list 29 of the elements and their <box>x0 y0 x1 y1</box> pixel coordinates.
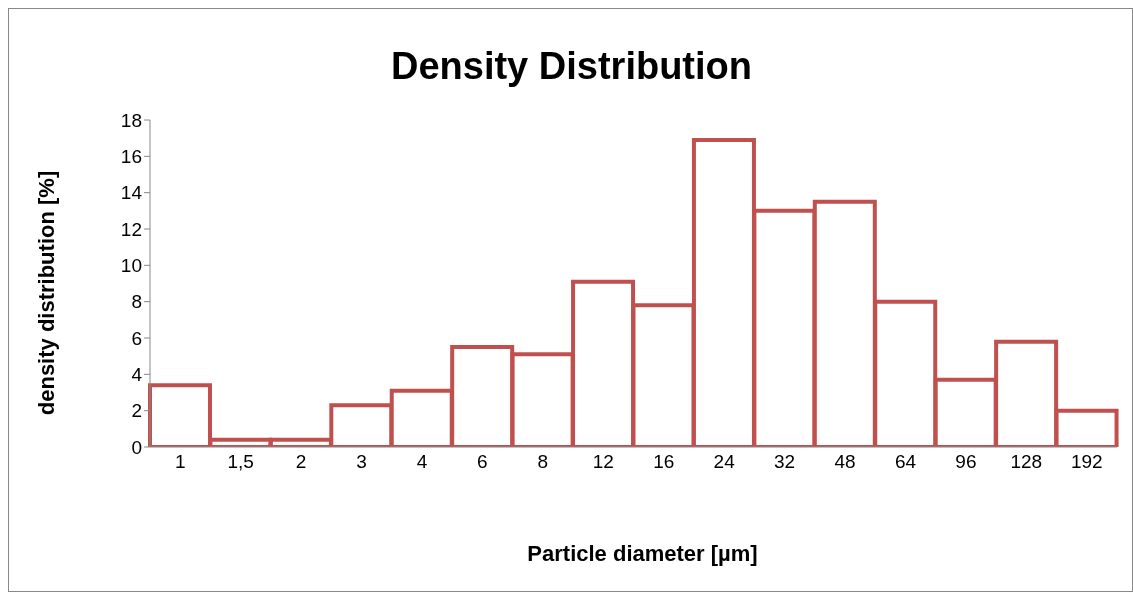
y-tick-label: 14 <box>120 182 143 204</box>
x-tick-label: 128 <box>1010 451 1043 473</box>
x-tick-label: 12 <box>592 451 614 473</box>
y-tick-label: 10 <box>120 255 142 277</box>
chart-title: Density Distribution <box>390 45 753 88</box>
x-tick-label: 16 <box>653 451 675 473</box>
y-tick-label: 12 <box>120 218 142 240</box>
y-tick-label: 18 <box>120 109 142 131</box>
x-tick-label: 3 <box>356 451 367 473</box>
x-tick-label: 1,5 <box>227 451 254 473</box>
y-tick-label: 4 <box>131 364 143 386</box>
x-tick-label: 64 <box>894 451 917 473</box>
x-tick-label: 2 <box>295 451 307 473</box>
y-tick-label: 16 <box>120 146 142 168</box>
x-axis-title: Particle diameter [µm] <box>526 541 759 567</box>
y-axis-title: density distribution [%] <box>34 169 60 418</box>
x-tick-label: 32 <box>774 451 796 473</box>
x-tick-label: 24 <box>713 451 736 473</box>
y-tick-label: 6 <box>131 327 142 349</box>
x-tick-label: 1 <box>174 451 186 473</box>
x-tick-label: 192 <box>1070 451 1103 473</box>
y-tick-label: 0 <box>131 436 142 458</box>
y-tick-label: 2 <box>131 400 142 422</box>
x-tick-label: 48 <box>834 451 856 473</box>
x-tick-label: 4 <box>416 451 428 473</box>
x-tick-label: 8 <box>537 451 549 473</box>
x-tick-label: 96 <box>955 451 977 473</box>
y-tick-label: 8 <box>131 291 142 313</box>
x-tick-label: 6 <box>477 451 488 473</box>
